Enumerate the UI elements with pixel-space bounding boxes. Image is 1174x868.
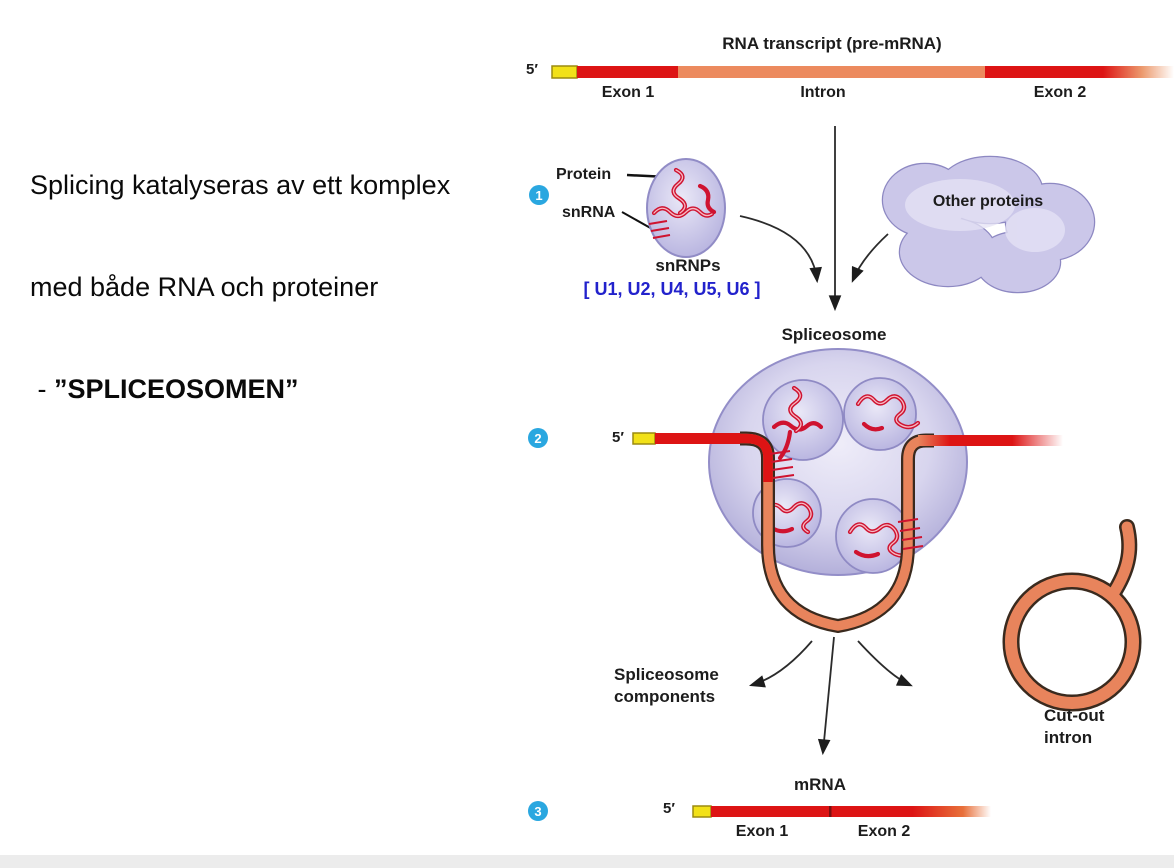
heading-dash: - bbox=[30, 374, 54, 404]
exon-junction-tick bbox=[829, 806, 832, 817]
heading-line3: - ”SPLICEOSOMEN” bbox=[30, 372, 450, 406]
other-proteins-blob bbox=[881, 155, 1096, 294]
five-prime-cap bbox=[632, 432, 656, 445]
heading-spliceosomen: ”SPLICEOSOMEN” bbox=[54, 374, 299, 404]
five-prime-cap bbox=[692, 805, 712, 818]
exon2-label-top: Exon 2 bbox=[1033, 84, 1087, 101]
exon1-strand bbox=[655, 433, 755, 444]
cutout-intron-label-line2: intron bbox=[1044, 728, 1093, 747]
mrna-bar bbox=[692, 805, 991, 818]
five-prime-cap bbox=[551, 65, 578, 79]
snrna-squiggle-highlight bbox=[653, 169, 713, 217]
snrnp-particle bbox=[646, 158, 726, 258]
cutout-intron-label-line1: Cut-out bbox=[1044, 706, 1105, 725]
exon2-strand bbox=[918, 435, 1063, 446]
components-label-line1: Spliceosome bbox=[614, 665, 719, 684]
snrnp-subunit bbox=[762, 379, 844, 461]
pre-mrna-title: RNA transcript (pre-mRNA) bbox=[722, 34, 942, 53]
mrna-label: mRNA bbox=[794, 775, 846, 794]
step3-badge: 3 bbox=[528, 801, 548, 821]
components-left-arrow bbox=[748, 640, 813, 688]
protein-label: Protein bbox=[556, 166, 612, 183]
snrna-label: snRNA bbox=[562, 204, 616, 221]
slide-heading: Splicing katalyseras av ett komplex med … bbox=[30, 100, 450, 474]
step2-badge: 2 bbox=[528, 428, 548, 448]
intron-label-top: Intron bbox=[800, 84, 846, 101]
exon1-label-bottom: Exon 1 bbox=[735, 823, 789, 840]
proteins-to-spliceosome-arrow bbox=[851, 233, 889, 283]
components-label-line2: components bbox=[614, 687, 716, 706]
flow-arrows bbox=[739, 126, 913, 756]
five-prime-label-step2: 5′ bbox=[612, 429, 624, 446]
snrna-basepair-hatch bbox=[648, 220, 671, 239]
snrnp-subunit-list: [ U1, U2, U4, U5, U6 ] bbox=[583, 279, 761, 299]
exon1-segment bbox=[577, 66, 678, 78]
five-prime-label-top: 5′ bbox=[526, 61, 538, 78]
mrna-segment bbox=[711, 806, 991, 817]
exon2-segment bbox=[985, 66, 1103, 78]
other-proteins-label: Other proteins bbox=[932, 193, 1044, 210]
snrna-squiggles-highlight bbox=[765, 387, 919, 557]
cutout-intron-lariat bbox=[1002, 519, 1142, 712]
snrnp-to-spliceosome-arrow bbox=[739, 215, 822, 284]
spliceosome-label: Spliceosome bbox=[781, 325, 887, 344]
snrnp-subunit bbox=[843, 377, 917, 451]
exon1-bend bbox=[740, 433, 773, 482]
exon2-fade bbox=[1103, 66, 1174, 78]
five-prime-label-step3: 5′ bbox=[663, 800, 675, 817]
snrna-pointer-line bbox=[621, 211, 655, 231]
heading-line1: Splicing katalyseras av ett komplex bbox=[30, 170, 451, 200]
snrnps-label: snRNPs bbox=[655, 256, 721, 275]
to-mrna-arrow bbox=[817, 636, 835, 756]
intron-segment bbox=[678, 66, 985, 78]
basepair-hatch-right bbox=[897, 518, 924, 550]
exon2-label-bottom: Exon 2 bbox=[857, 823, 911, 840]
bottom-strip bbox=[0, 855, 1174, 868]
components-right-arrow bbox=[857, 640, 913, 687]
pre-mrna-bar bbox=[551, 65, 1174, 79]
exon1-label-top: Exon 1 bbox=[601, 84, 655, 101]
rna-strand-step2 bbox=[632, 431, 1063, 633]
heading-line2: med både RNA och proteiner bbox=[30, 272, 379, 302]
step1-badge: 1 bbox=[529, 185, 549, 205]
basepair-hatch-left bbox=[769, 450, 795, 479]
spliceosome-body bbox=[708, 348, 968, 576]
